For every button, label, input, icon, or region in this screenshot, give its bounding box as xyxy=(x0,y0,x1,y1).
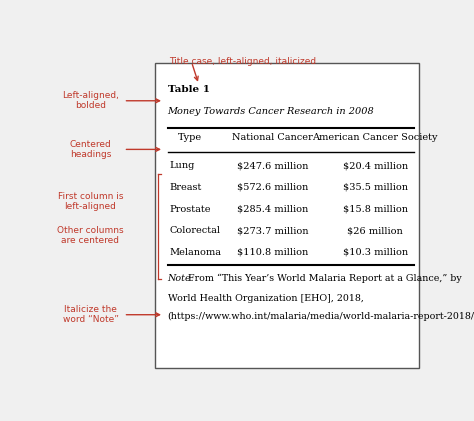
Text: Other columns
are centered: Other columns are centered xyxy=(57,226,124,245)
Text: Left-aligned,
bolded: Left-aligned, bolded xyxy=(62,91,119,110)
Text: Colorectal: Colorectal xyxy=(169,226,220,235)
Text: Breast: Breast xyxy=(169,183,202,192)
Text: $247.6 million: $247.6 million xyxy=(237,161,308,170)
Text: $10.3 million: $10.3 million xyxy=(343,248,408,257)
Text: $15.8 million: $15.8 million xyxy=(343,205,408,213)
Text: From “This Year’s World Malaria Report at a Glance,” by: From “This Year’s World Malaria Report a… xyxy=(185,274,462,283)
Text: $572.6 million: $572.6 million xyxy=(237,183,308,192)
Text: Note.: Note. xyxy=(168,274,194,282)
Text: $273.7 million: $273.7 million xyxy=(237,226,308,235)
Text: Table 1: Table 1 xyxy=(168,85,210,93)
Text: Centered
headings: Centered headings xyxy=(70,140,111,159)
Text: Lung: Lung xyxy=(169,161,195,170)
Text: Melanoma: Melanoma xyxy=(169,248,221,257)
Text: Title case, left-aligned, italicized: Title case, left-aligned, italicized xyxy=(169,57,317,67)
Text: National Cancer: National Cancer xyxy=(232,133,313,142)
Text: Italicize the
word “Note”: Italicize the word “Note” xyxy=(63,305,118,325)
Text: $110.8 million: $110.8 million xyxy=(237,248,308,257)
Text: $26 million: $26 million xyxy=(347,226,403,235)
Text: (https://www.who.int/malaria/media/world-malaria-report-2018/en/).: (https://www.who.int/malaria/media/world… xyxy=(168,312,474,321)
FancyBboxPatch shape xyxy=(155,64,419,368)
Text: American Cancer Society: American Cancer Society xyxy=(312,133,438,142)
Text: Money Towards Cancer Research in 2008: Money Towards Cancer Research in 2008 xyxy=(168,107,374,116)
Text: World Health Organization [EHO], 2018,: World Health Organization [EHO], 2018, xyxy=(168,294,364,303)
Text: $285.4 million: $285.4 million xyxy=(237,205,308,213)
Text: $35.5 million: $35.5 million xyxy=(343,183,408,192)
Text: First column is
left-aligned: First column is left-aligned xyxy=(58,192,123,211)
Text: $20.4 million: $20.4 million xyxy=(343,161,408,170)
Text: Prostate: Prostate xyxy=(169,205,211,213)
Text: Type: Type xyxy=(178,133,202,142)
